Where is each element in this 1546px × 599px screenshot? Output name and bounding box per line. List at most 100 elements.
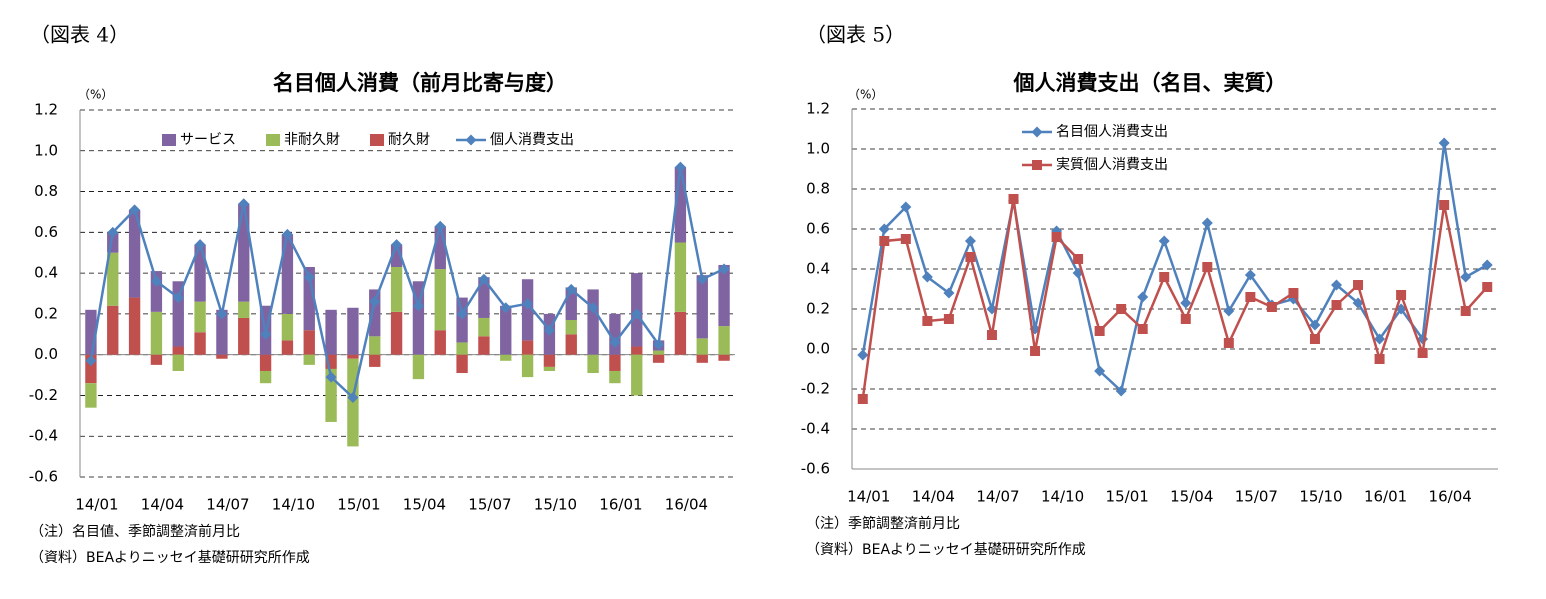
point (303, 271, 315, 283)
bar (434, 269, 446, 331)
bar (216, 309, 228, 355)
point (1116, 304, 1127, 314)
bar (456, 297, 468, 343)
chart-title: 個人消費支出（名目、実質） (1013, 71, 1287, 95)
bar (434, 330, 446, 355)
point (1482, 282, 1493, 292)
bar (587, 354, 599, 374)
point (857, 349, 869, 361)
point (500, 302, 512, 314)
point (1460, 271, 1472, 283)
y-tick-label: 1.2 (34, 101, 58, 119)
point (391, 239, 403, 251)
point (587, 302, 599, 314)
bar (696, 354, 708, 363)
point (1460, 306, 1471, 316)
bar (718, 264, 730, 327)
bar (631, 354, 643, 396)
point (1481, 259, 1493, 271)
bar (609, 354, 621, 371)
y-tick-label: 0.0 (34, 345, 58, 363)
point (325, 371, 337, 383)
point (347, 391, 359, 403)
point (922, 316, 933, 326)
point (129, 204, 141, 216)
point (964, 235, 976, 247)
bar (456, 342, 468, 355)
point (696, 273, 708, 285)
y-unit: （%） (848, 88, 883, 102)
point (1008, 194, 1019, 204)
point (1115, 385, 1127, 397)
bar (347, 354, 359, 359)
point (674, 161, 686, 173)
x-tick-label: 14/04 (912, 488, 955, 506)
point (609, 336, 621, 348)
bar (718, 326, 730, 355)
x-tick-label: 15/10 (1299, 488, 1342, 506)
bar (172, 354, 184, 371)
bar (412, 281, 425, 355)
legend-label: 実質個人消費支出 (1056, 157, 1168, 173)
bar (674, 242, 687, 312)
point (1244, 269, 1256, 281)
line (861, 142, 1488, 394)
y-tick-label: 1.0 (34, 141, 58, 159)
point (718, 263, 730, 275)
point (369, 296, 381, 308)
bar (107, 232, 119, 253)
point (1439, 200, 1450, 210)
bar (194, 244, 206, 302)
bar (281, 340, 294, 355)
note: （資料）BEAよりニッセイ基礎研研究所作成 (30, 549, 310, 566)
legend-swatch (162, 134, 176, 146)
point (172, 292, 184, 304)
legend-label: 個人消費支出 (490, 132, 574, 148)
x-tick-label: 14/01 (847, 488, 890, 506)
chart-title: 名目個人消費（前月比寄与度） (273, 71, 567, 95)
point (1202, 262, 1213, 272)
bar (325, 354, 337, 369)
bar (259, 370, 272, 384)
point (1331, 279, 1342, 291)
point (857, 394, 868, 404)
point (194, 239, 206, 251)
bar (674, 311, 687, 355)
bar (85, 354, 97, 384)
x-tick-label: 15/01 (337, 496, 380, 514)
point (878, 223, 890, 235)
bar (631, 346, 643, 355)
point (412, 300, 424, 312)
bar (434, 226, 446, 270)
note: （注）名目値、季節調整済前月比 (30, 523, 240, 540)
bar (652, 354, 665, 363)
bar (281, 234, 294, 314)
point (879, 236, 890, 246)
point (943, 287, 955, 299)
point (150, 275, 162, 287)
point (1159, 272, 1170, 282)
legend-marker (1031, 126, 1043, 138)
point (1030, 346, 1041, 356)
point (238, 198, 250, 210)
line (861, 198, 1489, 400)
legend-marker (465, 134, 477, 146)
point (565, 283, 577, 295)
bar (390, 266, 403, 312)
x-tick-label: 16/01 (1364, 488, 1407, 506)
bar (238, 203, 250, 302)
point (1288, 288, 1299, 298)
bar (478, 336, 490, 355)
point (456, 308, 468, 320)
bar (696, 338, 708, 355)
point (85, 355, 97, 367)
point (1353, 280, 1364, 290)
bar (303, 266, 315, 331)
point (216, 308, 228, 320)
bar (521, 354, 534, 378)
point (1137, 291, 1149, 303)
line (89, 166, 725, 400)
bar (718, 354, 730, 361)
legend-label: 耐久財 (388, 132, 430, 148)
y-tick-label: 0.6 (806, 220, 830, 238)
